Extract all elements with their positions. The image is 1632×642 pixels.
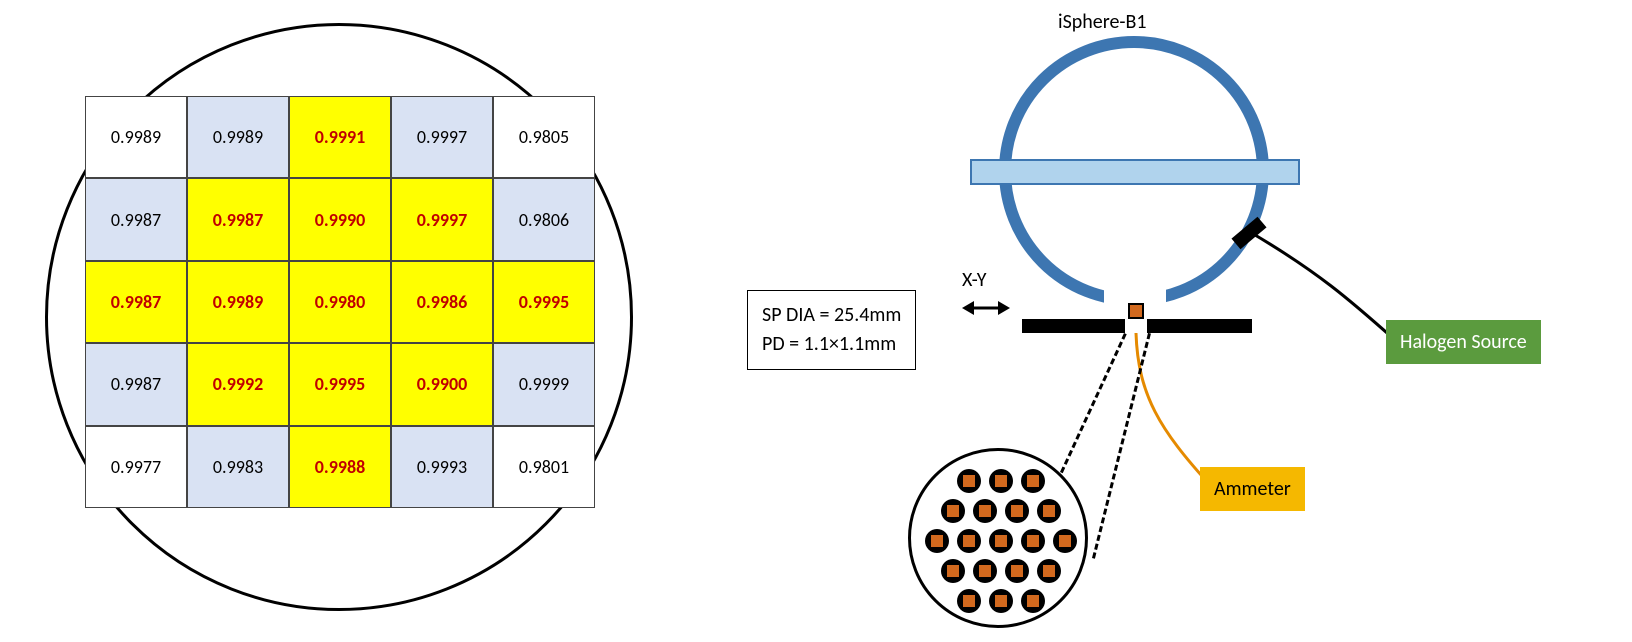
ammeter-tag: Ammeter [1200,467,1305,511]
photodiode-dot-icon [989,589,1013,613]
wafer-cell: 0.9987 [187,178,289,260]
wafer-cell: 0.9997 [391,96,493,178]
photodiode-core-icon [947,505,959,517]
wafer-cell: 0.9980 [289,261,391,343]
zoom-dash-line [1092,333,1151,559]
wafer-cell: 0.9993 [391,426,493,508]
photodiode-core-icon [1027,475,1039,487]
wafer-cell: 0.9986 [391,261,493,343]
photodiode-dot-icon [1005,559,1029,583]
wafer-cell: 0.9995 [493,261,595,343]
wafer-cell: 0.9801 [493,426,595,508]
photodiode-dot-icon [1021,529,1045,553]
wafer-cell: 0.9987 [85,261,187,343]
wafer-cell: 0.9991 [289,96,391,178]
photodiode-core-icon [947,565,959,577]
wafer-cell: 0.9988 [289,426,391,508]
photodiode-core-icon [1043,565,1055,577]
wafer-cell: 0.9983 [187,426,289,508]
wafer-data-grid: 0.99890.99890.99910.99970.98050.99870.99… [85,96,595,508]
photodiode-dot-icon [1037,499,1061,523]
wafer-cell: 0.9900 [391,343,493,425]
wafer-cell: 0.9806 [493,178,595,260]
photodiode-core-icon [979,565,991,577]
photodiode-dot-icon [941,499,965,523]
photodiode-dot-icon [925,529,949,553]
dimensions-box: SP DIA = 25.4mmPD = 1.1×1.1mm [747,290,916,370]
dim-pd: PD = 1.1×1.1mm [762,330,901,359]
stage-gap [1125,319,1147,333]
photodiode-dot-icon [957,529,981,553]
photodiode-dot-icon [957,469,981,493]
wafer-cell: 0.9987 [85,178,187,260]
photodiode-core-icon [1011,565,1023,577]
photodiode-array-disk [908,448,1088,628]
photodiode-core-icon [995,595,1007,607]
photodiode-core-icon [963,595,975,607]
photodiode-core-icon [1027,595,1039,607]
photodiode-dot-icon [1021,589,1045,613]
wafer-cell: 0.9989 [85,96,187,178]
dim-sp-dia: SP DIA = 25.4mm [762,301,901,330]
sphere-title-label: iSphere-B1 [1058,10,1147,34]
photodiode-core-icon [995,475,1007,487]
photodiode-core-icon [1043,505,1055,517]
wafer-cell: 0.9999 [493,343,595,425]
photodiode-dot-icon [989,469,1013,493]
wafer-cell: 0.9989 [187,261,289,343]
wafer-cell: 0.9997 [391,178,493,260]
photodiode-dot-icon [989,529,1013,553]
photodiode-core-icon [963,475,975,487]
photodiode-dot-icon [1005,499,1029,523]
sphere-equator-bar [970,159,1300,185]
photodiode-dot-icon [1021,469,1045,493]
wafer-cell: 0.9990 [289,178,391,260]
photodiode-dot-icon [941,559,965,583]
wafer-cell: 0.9977 [85,426,187,508]
photodiode-dot-icon [973,499,997,523]
photodiode-dot-icon [1037,559,1061,583]
photodiode-dot-icon [973,559,997,583]
xy-double-arrow-icon [962,296,1010,320]
photodiode-core-icon [931,535,943,547]
wafer-cell: 0.9992 [187,343,289,425]
photodiode-core-icon [1011,505,1023,517]
photodiode-core-icon [995,535,1007,547]
photodiode-core-icon [1027,535,1039,547]
xy-label: X-Y [962,268,986,292]
wafer-cell: 0.9989 [187,96,289,178]
photodiode-dot-icon [1053,529,1077,553]
wafer-cell: 0.9987 [85,343,187,425]
wafer-cell: 0.9805 [493,96,595,178]
zoom-dash-line [1060,333,1127,473]
photodiode-core-icon [979,505,991,517]
photodiode-core-icon [1059,535,1071,547]
photodiode-dot-icon [957,589,981,613]
halogen-source-tag: Halogen Source [1386,320,1541,364]
photodiode-core-icon [963,535,975,547]
photodiode-on-stage-icon [1128,303,1144,319]
wafer-cell: 0.9995 [289,343,391,425]
